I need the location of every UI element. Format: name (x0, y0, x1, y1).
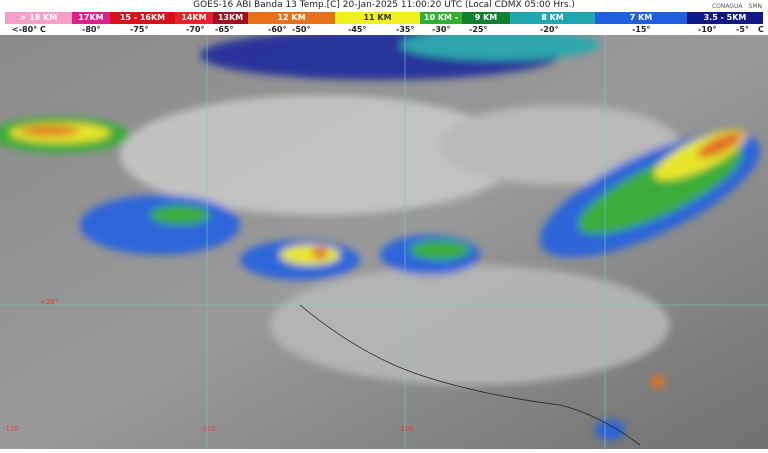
temperature-label: -30° (432, 25, 451, 34)
legend-segment: 17KM (72, 12, 110, 24)
legend-segment: 7 KM (595, 12, 687, 24)
lat-lon-grid (0, 35, 768, 449)
legend-segment: 3.5 - 5KM (687, 12, 763, 24)
legend-segment: 9 KM (462, 12, 510, 24)
legend-segment: 14KM (175, 12, 213, 24)
legend-segment: 11 KM (335, 12, 420, 24)
legend-segment: 8 KM (510, 12, 595, 24)
temperature-label: -80° (82, 25, 101, 34)
temperature-label: -45° (348, 25, 367, 34)
color-legend: > 18 KM 17KM 15 - 16KM 14KM 13KM 12 KM 11 KM 10… (5, 12, 768, 24)
temperature-label: -15° (632, 25, 651, 34)
legend-segment: 13KM (213, 12, 248, 24)
agency-logos: CONAGUA SMN (712, 3, 762, 10)
temperature-label: -70° (186, 25, 205, 34)
legend-segment: 10 KM - (420, 12, 462, 24)
temperature-label: <-80° C (12, 25, 46, 34)
legend-segment: 15 - 16KM (110, 12, 175, 24)
temperature-label: -75° (130, 25, 149, 34)
grid-label-lon-110: -110 (200, 425, 216, 433)
temperature-label: -60° (268, 25, 287, 34)
satellite-map: +20° -120 -110 -100 (0, 30, 768, 449)
legend-segment: 12 KM (248, 12, 335, 24)
coastline (299, 304, 641, 446)
temperature-label: -10° (698, 25, 717, 34)
grid-label-lon-100: -100 (398, 425, 414, 433)
temperature-label: -35° (396, 25, 415, 34)
temperature-scale: <-80° C -80° -75° -70° -65° -60° -50° -45° -35° -… (0, 24, 768, 35)
cloud-cover (0, 30, 761, 440)
legend-segment: > 18 KM (5, 12, 72, 24)
conagua-logo: CONAGUA (711, 3, 743, 10)
grid-label-lat-20: +20° (40, 298, 59, 306)
temperature-label: -5° (736, 25, 749, 34)
smn-logo: SMN (748, 3, 762, 10)
temperature-label: -65° (215, 25, 234, 34)
temperature-label: -25° (469, 25, 488, 34)
temperature-label: -50° (292, 25, 311, 34)
temperature-label: C (758, 25, 764, 34)
temperature-label: -20° (540, 25, 559, 34)
image-title: GOES-16 ABI Banda 13 Temp.[C] 20-Jan-202… (193, 0, 575, 10)
grid-label-lon-120: -120 (3, 425, 19, 433)
